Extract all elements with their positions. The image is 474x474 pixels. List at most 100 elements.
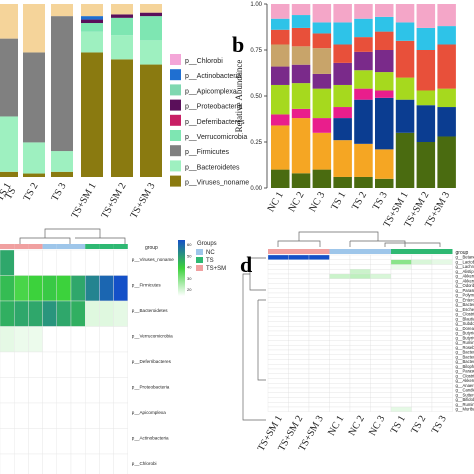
bar-segment [51,4,73,17]
bar-segment [271,18,290,30]
heatmap-cell [370,373,392,379]
heatmap-cell [308,383,330,389]
bar-segment [437,107,456,137]
heatmap-cell [411,311,433,317]
y-tick-label: 0.00 [250,186,262,192]
heatmap-cell [308,368,330,374]
heatmap-cell [370,364,392,370]
heatmap-cell [349,316,371,322]
heatmap-cell [349,359,371,365]
heatmap-cell [267,254,289,260]
bar-segment [291,108,311,119]
heatmap-cell [288,269,310,275]
group-annotation-cell [99,244,114,249]
bar-segment [416,50,436,91]
heatmap-cell [13,377,29,404]
heatmap-cell [267,349,289,355]
heatmap-cell [390,406,412,412]
bar-segment [437,88,456,108]
heatmap-cell [56,300,72,327]
bar-segment [0,4,18,39]
bar-segment [291,27,311,47]
heatmap-cell [70,275,86,302]
group-annotation-cell [85,244,100,249]
heatmap-cell [267,368,289,374]
bar-segment [354,37,373,52]
bar-segment [271,114,290,126]
y-axis-label: Relative Abundance [234,60,244,133]
bar-segment [140,4,162,13]
heatmap-cell [411,354,433,360]
bar-segment [51,16,73,152]
heatmap-cell [267,288,289,294]
heatmap-cell [411,283,433,289]
heatmap-cell [431,330,453,336]
panel-c-heatmap: group p__Viruses_noname p__Firmicutes p__Ba… [0,228,226,474]
heatmap-cell [370,288,392,294]
x-tick-label: TS 2 [409,414,428,436]
panel-b-stacked-bar-chart: 0.00 0.25 0.50 0.75 1.00 Relative Abundance NC… [234,2,456,230]
row-label: p__Firmicutes [132,282,162,287]
heatmap-cell [42,453,57,474]
bar-segment [375,16,394,32]
group-annotation-label: group [145,245,158,251]
heatmap-cell [431,302,453,308]
bar-segment [23,4,45,53]
heatmap-cell [411,288,433,294]
heatmap-cell [349,340,371,346]
heatmap-cell [431,349,453,355]
group-annotation-label: group [456,250,469,256]
x-tick-label: NC 1 [266,190,286,214]
heatmap-cell [308,392,330,398]
scale-tick-label: 20 [187,287,192,292]
heatmap-cell [308,397,330,403]
row-label: g__Escher [456,307,474,312]
heatmap-cell [329,292,351,298]
bar-segment [291,118,311,174]
x-tick-label: TS 3 [430,414,449,436]
bar-segment [333,107,352,119]
bar-segment [140,64,162,177]
heatmap-cell [0,428,15,455]
heatmap-cell [370,269,392,275]
heatmap-cell [349,273,371,279]
bar-segment [333,44,352,63]
heatmap-cell [411,349,433,355]
bar-segment [23,52,45,143]
heatmap-cell [411,383,433,389]
heatmap-cell [113,351,128,378]
heatmap-cell [288,316,310,322]
heatmap-cell [84,351,100,378]
bar-segment [437,26,456,45]
heatmap-cell [411,326,433,332]
bar-segment [312,33,332,49]
heatmap-cell [288,307,310,313]
group-annotation-cell [432,249,453,254]
heatmap-cell [99,377,114,404]
heatmap-cell [390,311,412,317]
legend-label: TS+SM [206,266,226,272]
heatmap-cell [349,397,371,403]
heatmap-cell [329,278,351,284]
heatmap-cell [349,254,371,260]
heatmap-cell [99,249,114,276]
row-label: g__Bifidob [456,397,474,402]
heatmap-cell [329,364,351,370]
x-tick-label: NC 2 [347,414,367,438]
heatmap-cell [99,300,114,327]
heatmap-cell [308,316,330,322]
heatmap-cell [267,402,289,408]
bar-segment [354,51,373,71]
heatmap-cell [308,359,330,365]
heatmap-cell [370,311,392,317]
bar-segment [333,140,352,177]
bar-segment [271,66,290,85]
heatmap-cell [370,406,392,412]
bar-segment [312,88,332,119]
bar-segment [271,4,290,19]
heatmap-cell [267,335,289,341]
row-label: g__Odorib [456,283,474,288]
heatmap-cell [288,387,310,393]
heatmap-cell [288,349,310,355]
x-tick-label: NC 2 [286,190,306,214]
